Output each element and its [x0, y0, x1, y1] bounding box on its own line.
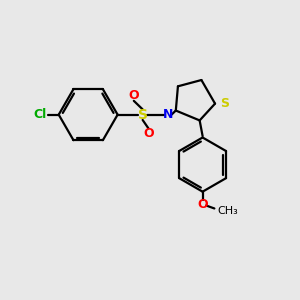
Text: N: N [163, 108, 173, 121]
Text: O: O [128, 89, 139, 102]
Text: CH₃: CH₃ [217, 206, 238, 216]
Text: S: S [138, 108, 148, 122]
Text: O: O [197, 197, 208, 211]
Text: O: O [143, 127, 154, 140]
Text: Cl: Cl [33, 108, 46, 121]
Text: S: S [220, 97, 229, 110]
